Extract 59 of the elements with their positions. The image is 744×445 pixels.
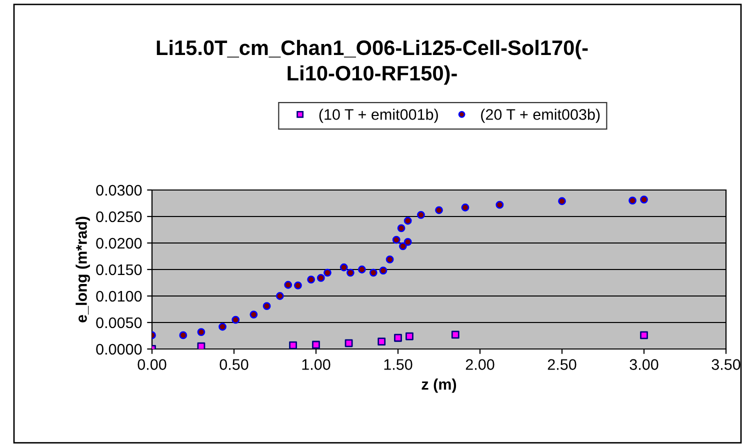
point [640, 196, 648, 204]
point [406, 332, 414, 340]
point [417, 210, 425, 219]
legend-label: (10 T + emit001b) [319, 108, 438, 123]
point [276, 292, 284, 300]
point [294, 281, 302, 290]
point [628, 196, 636, 205]
y-tick-label: 0.0300 [96, 184, 142, 196]
y-tick-label: 0.0250 [96, 211, 142, 222]
point [340, 263, 348, 272]
point [346, 268, 354, 277]
point [179, 331, 188, 340]
y-tick-label: 0.0050 [96, 317, 142, 328]
x-tick-label: 2.50 [548, 359, 576, 370]
x-tick-label: 3.00 [630, 359, 658, 370]
point [358, 266, 366, 274]
y-tick-label: 0.0100 [96, 290, 142, 302]
legend-label: (20 T + emit003b) [481, 108, 600, 123]
point [392, 236, 400, 244]
point [307, 276, 316, 284]
point [435, 206, 443, 214]
point [398, 242, 407, 250]
point [324, 268, 332, 277]
x-tick-label: 0.50 [220, 359, 248, 370]
point [451, 330, 460, 339]
y-tick-label: 0.0200 [96, 238, 142, 249]
point [397, 224, 406, 232]
x-tick-label: 1.50 [384, 359, 412, 370]
point [461, 204, 470, 212]
point [496, 200, 504, 209]
point [404, 238, 412, 246]
point [369, 268, 378, 277]
point [197, 342, 206, 349]
point [289, 341, 297, 349]
point [386, 255, 394, 264]
x-tick-label: 2.00 [466, 359, 494, 370]
point [262, 302, 271, 310]
point [312, 340, 320, 349]
point [558, 197, 566, 206]
point [379, 266, 388, 275]
point [250, 310, 258, 318]
x-tick-label: 0.00 [138, 359, 166, 370]
point [284, 280, 292, 289]
y-tick-label: 0.0150 [96, 264, 142, 276]
x-tick-label: 1.00 [302, 359, 330, 370]
point [218, 322, 226, 331]
point [232, 316, 240, 324]
x-axis-title: z (m) [422, 378, 456, 393]
point [344, 339, 353, 348]
point [394, 334, 402, 342]
point [378, 338, 386, 346]
point [197, 328, 206, 336]
chart-title: Li15.0T_cm_Chan1_O06-Li125-Cell-Sol170(- Li10-O10-RF150)- [156, 40, 588, 85]
point [316, 274, 325, 282]
y-tick-label: 0.0000 [96, 344, 142, 355]
y-axis-title: e_long (m*rad) [76, 216, 90, 322]
point [640, 331, 648, 340]
x-tick-label: 3.50 [712, 359, 740, 370]
point [404, 216, 412, 225]
